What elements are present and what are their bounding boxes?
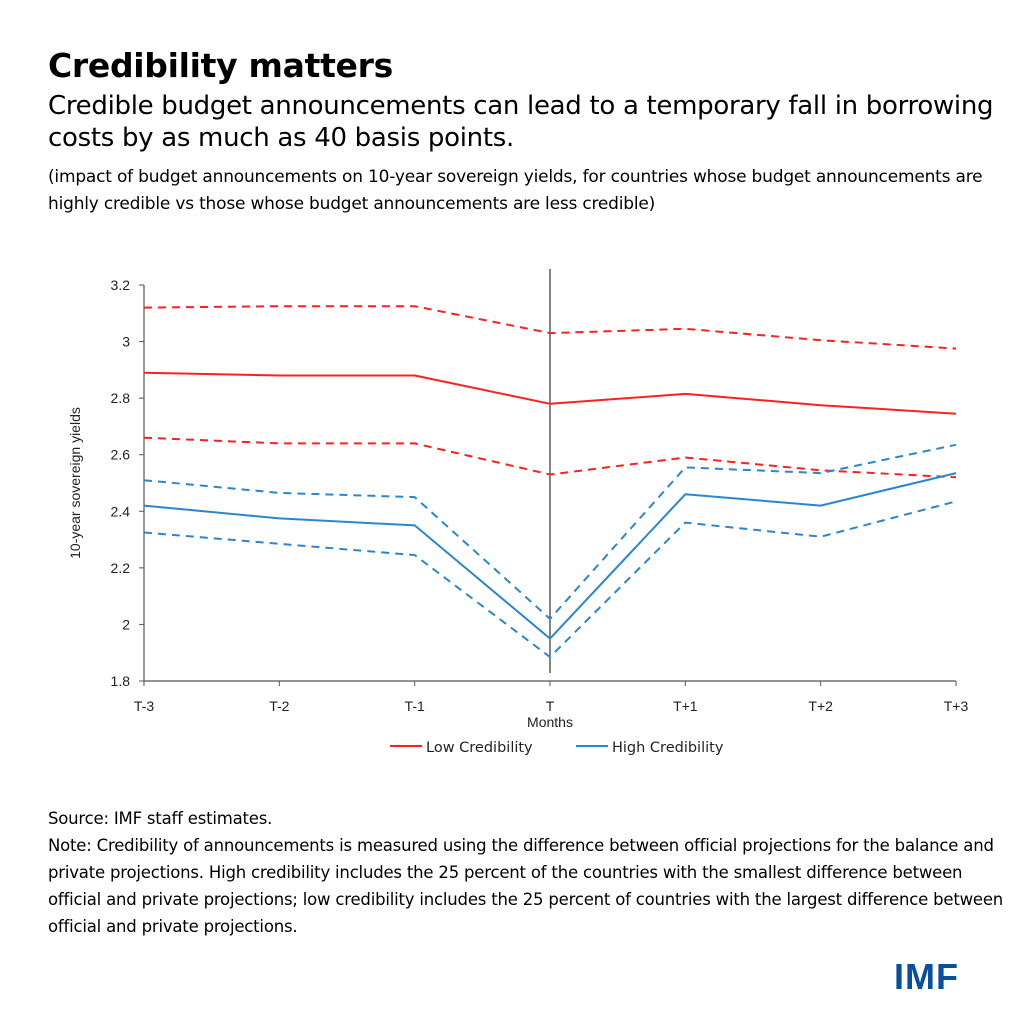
y-tick-label: 2.4	[111, 503, 131, 519]
footnotes: Source: IMF staff estimates. Note: Credi…	[48, 805, 1008, 940]
x-tick-label: T+3	[944, 698, 969, 714]
source-note: Source: IMF staff estimates.	[48, 809, 273, 828]
series-line-high-credibility	[143, 472, 957, 640]
x-tick-label: T-1	[405, 698, 425, 714]
line-chart: 1.8 2 2.2 2.4 2.6 2.8 3 3.2 T-3 T-2 T-1 T T+1 T+2 T+3…	[67, 269, 969, 756]
legend: Low Credibility High Credibility	[390, 740, 724, 756]
y-tick-label: 3	[122, 334, 130, 350]
y-tick-label: 2.6	[111, 447, 131, 463]
chart-title: Credibility matters	[48, 46, 393, 85]
x-tick-label: T+1	[673, 698, 698, 714]
x-tick-label: T-3	[134, 698, 154, 714]
series-line-high-credibility-lower-band	[143, 500, 957, 658]
y-tick-label: 2.2	[111, 560, 131, 576]
x-axis-label: Months	[527, 714, 573, 730]
y-tick-label: 2	[122, 616, 130, 632]
imf-logo: IMF	[894, 956, 959, 997]
y-axis-label: 10-year sovereign yields	[67, 407, 83, 559]
x-tick-label: T	[546, 698, 555, 714]
series-line-high-credibility-upper-band	[143, 443, 957, 620]
x-tick-label: T+2	[808, 698, 833, 714]
series-line-low-credibility-lower-band	[143, 436, 957, 479]
y-tick-label: 3.2	[111, 277, 131, 293]
legend-label: High Credibility	[612, 740, 724, 756]
series-layer	[143, 305, 957, 658]
x-tick-label: T-2	[269, 698, 289, 714]
series-line-low-credibility-upper-band	[143, 305, 957, 350]
x-axis: T-3 T-2 T-1 T T+1 T+2 T+3	[134, 269, 969, 714]
y-axis: 1.8 2 2.2 2.4 2.6 2.8 3 3.2	[111, 277, 145, 689]
methodology-note: Note: Credibility of announcements is me…	[48, 836, 1004, 936]
y-tick-label: 2.8	[111, 390, 131, 406]
chart-subtitle: Credible budget announcements can lead t…	[48, 91, 994, 153]
y-tick-label: 1.8	[111, 673, 131, 689]
chart-description: (impact of budget announcements on 10-ye…	[48, 167, 983, 214]
legend-label: Low Credibility	[426, 740, 533, 756]
